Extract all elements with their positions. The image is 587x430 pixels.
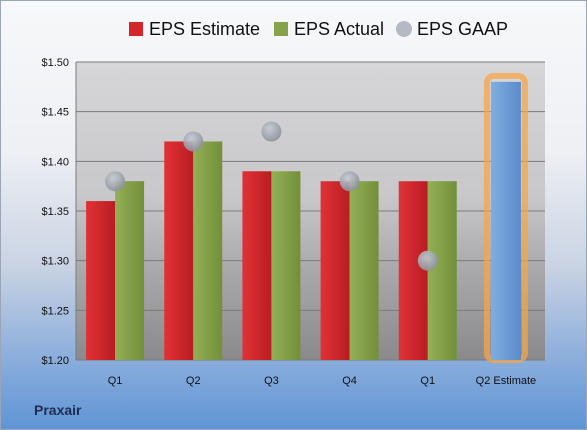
y-axis: $1.20 $1.25 $1.30 $1.35 $1.40 $1.45 $1.50 (41, 57, 77, 367)
bar-eps-estimate-3 (242, 171, 272, 360)
gaap-points (105, 121, 438, 271)
legend-label: EPS Estimate (149, 19, 260, 39)
point-eps-gaap-5 (417, 250, 438, 271)
bar-eps-actual-5 (427, 181, 457, 360)
gridlines (76, 61, 545, 361)
x-tick-label: Q3 (264, 375, 279, 387)
y-tick-label: $1.50 (41, 57, 69, 69)
y-tick-label: $1.30 (41, 256, 69, 268)
bar-q2-estimate (490, 81, 521, 360)
bar-eps-estimate-4 (320, 181, 350, 360)
x-tick-label: Q1 (108, 375, 123, 387)
legend-swatch (274, 22, 288, 36)
company-label: Praxair (34, 402, 82, 418)
y-tick-label: $1.45 (41, 107, 69, 119)
legend: EPS Estimate EPS Actual EPS GAAP (129, 19, 508, 39)
x-tick-label: Q1 (420, 375, 435, 387)
bar-eps-estimate-2 (164, 141, 194, 360)
y-tick-label: $1.25 (41, 305, 69, 317)
x-tick-label: Q2 Estimate (476, 375, 537, 387)
x-axis: Q1 Q2 Q3 Q4 Q1 Q2 Estimate (108, 375, 536, 387)
legend-label: EPS GAAP (417, 19, 508, 39)
legend-label: EPS Actual (294, 19, 384, 39)
y-tick-label: $1.35 (41, 206, 69, 218)
bar-eps-estimate-5 (398, 181, 428, 360)
x-tick-label: Q2 (186, 375, 201, 387)
legend-swatch (129, 22, 143, 36)
point-eps-gaap-2 (183, 131, 204, 152)
point-eps-gaap-4 (339, 171, 360, 192)
point-eps-gaap-3 (261, 121, 282, 142)
bar-eps-actual-4 (349, 181, 379, 360)
bars (86, 72, 528, 363)
legend-swatch (396, 21, 412, 37)
bar-eps-actual-3 (271, 171, 301, 360)
bar-eps-actual-1 (115, 181, 145, 360)
y-tick-label: $1.40 (41, 156, 69, 168)
y-tick-label: $1.20 (41, 355, 69, 367)
bar-eps-estimate-1 (86, 201, 116, 360)
bar-eps-actual-2 (193, 141, 223, 360)
point-eps-gaap-1 (105, 171, 126, 192)
x-tick-label: Q4 (342, 375, 357, 387)
